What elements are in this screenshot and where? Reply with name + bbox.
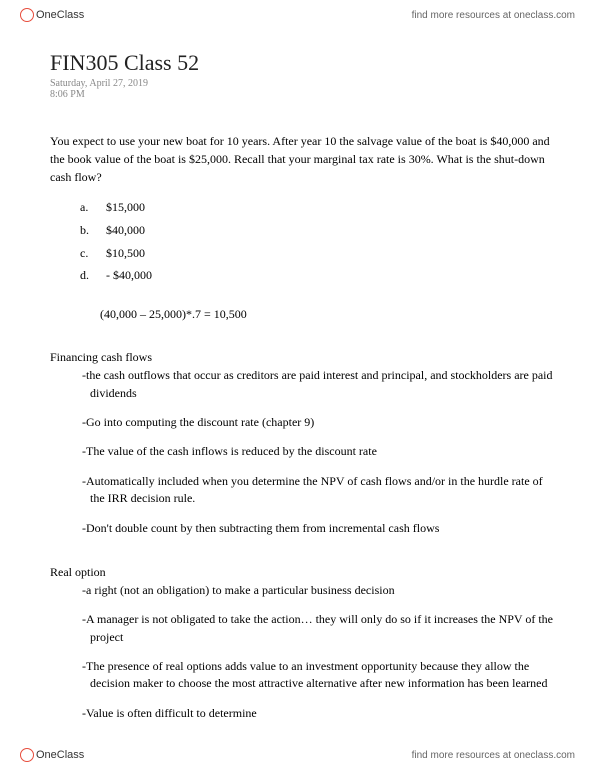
option-label: d. <box>80 264 94 287</box>
page-title: FIN305 Class 52 <box>50 50 555 76</box>
doc-date: Saturday, April 27, 2019 <box>50 78 555 89</box>
footer-tagline: find more resources at oneclass.com <box>412 750 575 761</box>
header-bar: OneClass find more resources at oneclass… <box>0 0 595 30</box>
option-label: a. <box>80 196 94 219</box>
calculation-line: (40,000 – 25,000)*.7 = 10,500 <box>100 307 555 322</box>
bullet-item: -The value of the cash inflows is reduce… <box>90 443 555 460</box>
option-label: b. <box>80 219 94 242</box>
option-value: $40,000 <box>106 219 145 242</box>
logo-circle-icon <box>20 8 34 22</box>
options-list: a. $15,000 b. $40,000 c. $10,500 d. - $4… <box>80 196 555 287</box>
bullet-item: -A manager is not obligated to take the … <box>90 611 555 646</box>
bullet-item: -Go into computing the discount rate (ch… <box>90 414 555 431</box>
footer-bar: OneClass find more resources at oneclass… <box>0 740 595 770</box>
option-d: d. - $40,000 <box>80 264 555 287</box>
doc-time: 8:06 PM <box>50 89 555 100</box>
logo-text: OneClass <box>36 9 84 21</box>
bullet-item: -a right (not an obligation) to make a p… <box>90 582 555 599</box>
question-text: You expect to use your new boat for 10 y… <box>50 132 555 186</box>
option-label: c. <box>80 242 94 265</box>
logo-text: OneClass <box>36 749 84 761</box>
bullet-item: -Don't double count by then subtracting … <box>90 520 555 537</box>
logo-circle-icon <box>20 748 34 762</box>
option-c: c. $10,500 <box>80 242 555 265</box>
bullet-item: -the cash outflows that occur as credito… <box>90 367 555 402</box>
option-value: $15,000 <box>106 196 145 219</box>
header-tagline: find more resources at oneclass.com <box>412 10 575 21</box>
header-logo: OneClass <box>20 8 84 22</box>
option-value: - $40,000 <box>106 264 152 287</box>
option-a: a. $15,000 <box>80 196 555 219</box>
option-value: $10,500 <box>106 242 145 265</box>
bullet-item: -The presence of real options adds value… <box>90 658 555 693</box>
footer-logo: OneClass <box>20 748 84 762</box>
document-content: FIN305 Class 52 Saturday, April 27, 2019… <box>0 0 595 774</box>
bullet-item: -Value is often difficult to determine <box>90 705 555 722</box>
section-heading: Financing cash flows <box>50 350 555 365</box>
option-b: b. $40,000 <box>80 219 555 242</box>
section-heading: Real option <box>50 565 555 580</box>
bullet-item: -Automatically included when you determi… <box>90 473 555 508</box>
